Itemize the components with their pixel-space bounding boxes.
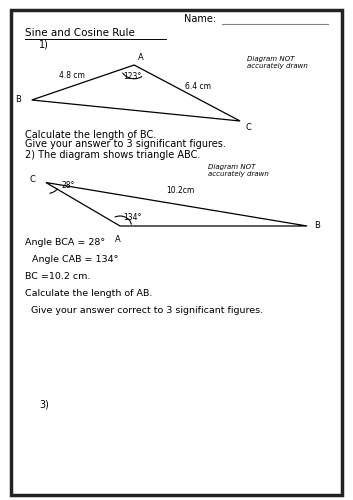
Text: Calculate the length of AB.: Calculate the length of AB. [25, 289, 152, 298]
Text: 2) The diagram shows triangle ABC.: 2) The diagram shows triangle ABC. [25, 150, 200, 160]
Text: Diagram NOT: Diagram NOT [208, 164, 256, 170]
Text: C: C [29, 176, 35, 184]
Text: Give your answer correct to 3 significant figures.: Give your answer correct to 3 significan… [28, 306, 263, 315]
Text: A: A [138, 54, 143, 62]
FancyBboxPatch shape [11, 10, 342, 495]
Text: 3): 3) [39, 400, 49, 409]
Text: B: B [15, 96, 21, 104]
Text: 10.2cm: 10.2cm [166, 186, 194, 195]
Text: 4.8 cm: 4.8 cm [59, 72, 85, 80]
Text: Diagram NOT: Diagram NOT [247, 56, 294, 62]
Text: accurately drawn: accurately drawn [247, 63, 308, 69]
Text: accurately drawn: accurately drawn [208, 171, 269, 177]
Text: 6.4 cm: 6.4 cm [185, 82, 211, 91]
Text: C: C [245, 124, 251, 132]
Text: Calculate the length of BC.: Calculate the length of BC. [25, 130, 156, 140]
Text: Angle CAB = 134°: Angle CAB = 134° [32, 255, 118, 264]
Text: 1): 1) [39, 40, 49, 50]
Text: Give your answer to 3 significant figures.: Give your answer to 3 significant figure… [25, 139, 226, 149]
Text: B: B [314, 222, 320, 230]
Text: A: A [115, 235, 121, 244]
Text: Sine and Cosine Rule: Sine and Cosine Rule [25, 28, 134, 38]
Text: 123°: 123° [123, 72, 142, 81]
Text: 28°: 28° [62, 182, 75, 190]
Text: 134°: 134° [123, 213, 141, 222]
Text: Name:: Name: [184, 14, 216, 24]
Text: BC =10.2 cm.: BC =10.2 cm. [25, 272, 90, 281]
Text: Angle BCA = 28°: Angle BCA = 28° [25, 238, 105, 247]
